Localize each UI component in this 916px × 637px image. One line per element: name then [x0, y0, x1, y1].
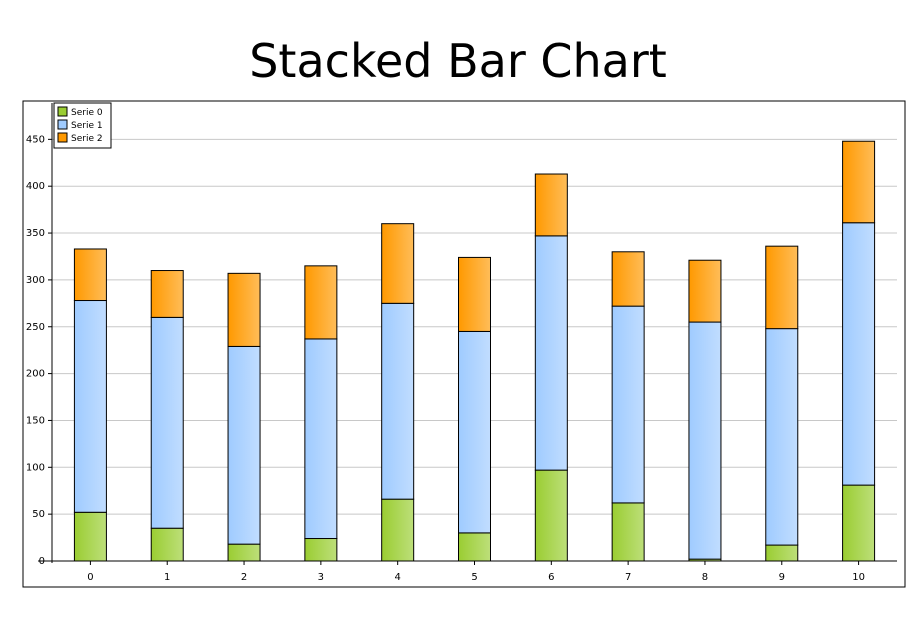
- bar-serie-1-6: [534, 235, 568, 471]
- y-tick-label: 50: [32, 509, 45, 520]
- bar-serie-1-0: [73, 300, 107, 513]
- legend: Serie 0 Serie 1 Serie 2: [53, 102, 112, 149]
- bar-serie-2-8: [688, 259, 722, 323]
- legend-swatch: [57, 132, 68, 143]
- legend-label: Serie 1: [71, 121, 103, 131]
- bar-serie-2-4: [381, 223, 415, 304]
- bar-serie-0-6: [534, 469, 568, 562]
- bar-serie-1-8: [688, 321, 722, 560]
- y-tick-label: 400: [26, 181, 45, 192]
- x-tick-label: 1: [164, 572, 170, 583]
- bar-serie-0-2: [227, 543, 261, 562]
- bar-serie-0-10: [842, 484, 876, 562]
- legend-label: Serie 0: [71, 108, 103, 118]
- x-tick-label: 4: [394, 572, 400, 583]
- bar-serie-2-6: [534, 173, 568, 237]
- bar-serie-0-0: [73, 511, 107, 562]
- bar-serie-0-1: [150, 527, 184, 562]
- x-tick-label: 6: [548, 572, 554, 583]
- bar-serie-2-1: [150, 270, 184, 318]
- y-tick-label: 150: [26, 415, 45, 426]
- x-tick-label: 2: [241, 572, 247, 583]
- bar-serie-1-2: [227, 345, 261, 545]
- x-tick-label: 8: [702, 572, 708, 583]
- bar-serie-2-5: [458, 256, 491, 332]
- bar-serie-0-9: [765, 544, 799, 562]
- x-tick-label: 9: [779, 572, 785, 583]
- y-tick-label: 300: [26, 275, 45, 286]
- bar-serie-2-3: [304, 265, 338, 340]
- bar-serie-2-0: [73, 248, 107, 302]
- bar-serie-0-7: [611, 502, 645, 562]
- bar-serie-1-10: [842, 222, 876, 486]
- x-tick-label: 3: [318, 572, 324, 583]
- bar-serie-0-4: [381, 498, 415, 562]
- legend-swatch: [57, 106, 68, 117]
- x-tick-label: 0: [87, 572, 93, 583]
- x-tick-label: 5: [471, 572, 477, 583]
- y-tick-label: 350: [26, 228, 45, 239]
- bar-serie-0-5: [458, 532, 491, 562]
- bar-serie-2-2: [227, 272, 261, 347]
- y-tick-label: 450: [26, 134, 45, 145]
- bar-serie-0-3: [304, 538, 338, 562]
- bar-serie-1-9: [765, 328, 799, 546]
- y-tick-label: 250: [26, 322, 45, 333]
- bar-serie-1-4: [381, 302, 415, 500]
- y-tick-label: 200: [26, 369, 45, 380]
- x-tick-label: 7: [625, 572, 631, 583]
- bar-serie-2-9: [765, 245, 799, 330]
- bar-serie-1-5: [458, 330, 491, 534]
- bar-serie-2-10: [842, 140, 876, 224]
- bar-serie-2-7: [611, 251, 645, 307]
- legend-swatch: [57, 119, 68, 130]
- x-tick-label: 10: [852, 572, 865, 583]
- bar-serie-1-1: [150, 316, 184, 529]
- y-tick-label: 100: [26, 462, 45, 473]
- bar-serie-1-3: [304, 338, 338, 540]
- chart-title: Stacked Bar Chart: [249, 34, 667, 88]
- bar-serie-1-7: [611, 305, 645, 504]
- legend-label: Serie 2: [71, 134, 103, 144]
